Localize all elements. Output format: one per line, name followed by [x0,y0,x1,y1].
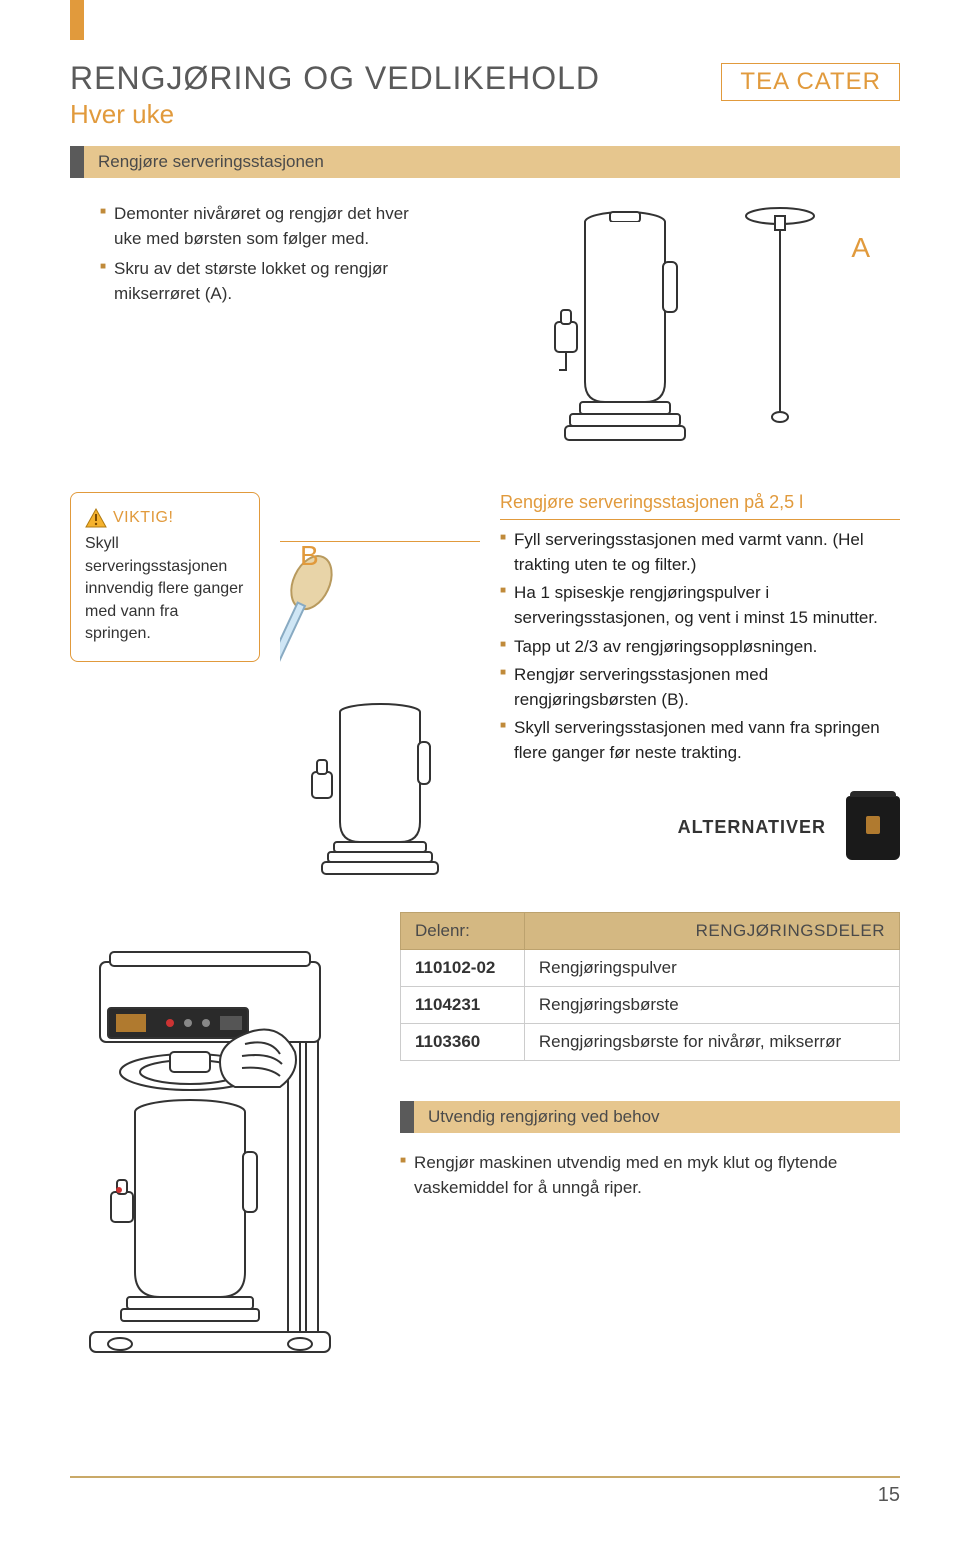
part-desc: Rengjøringspulver [524,950,899,987]
bullet-text: Skru av det største lokket og rengjør mi… [114,257,440,306]
table-header-desc: RENGJØRINGSDELER [524,913,899,950]
alternatives-label: ALTERNATIVER [678,817,826,838]
cleaning-powder-icon [846,796,900,860]
section-3-title: Utvendig rengjøring ved behov [414,1101,900,1133]
bullet-text: Tapp ut 2/3 av rengjøringsoppløsningen. [514,635,817,660]
bullet-text: Rengjør serveringsstasjonen med rengjøri… [514,663,900,712]
part-number: 110102-02 [401,950,525,987]
brush-dispenser-figure [280,552,480,882]
section-1-bullets: ■Demonter nivårøret og rengjør det hver … [70,202,440,313]
page-number: 15 [70,1484,900,1507]
table-row: 1104231 Rengjøringsbørste [401,987,900,1024]
top-accent-tab [70,0,84,40]
section-bar-3: Utvendig rengjøring ved behov [400,1101,900,1133]
section-1-title: Rengjøre serveringsstasjonen [84,146,900,178]
section-bar-1: Rengjøre serveringsstasjonen [70,146,900,178]
part-desc: Rengjøringsbørste [524,987,899,1024]
important-callout: VIKTIG! Skyll serveringsstasjonen innven… [70,492,260,662]
bullet-text: Skyll serveringsstasjonen med vann fra s… [514,716,900,765]
table-header-partno: Delenr: [401,913,525,950]
bullet-text: Ha 1 spiseskje rengjøringspulver i serve… [514,581,900,630]
table-row: 1103360 Rengjøringsbørste for nivårør, m… [401,1024,900,1061]
parts-table: Delenr: RENGJØRINGSDELER 110102-02 Rengj… [400,912,900,1061]
page-title: RENGJØRING OG VEDLIKEHOLD [70,60,600,97]
footer-rule [70,1476,900,1478]
bullet-text: Rengjør maskinen utvendig med en myk klu… [414,1151,900,1200]
important-body: Skyll serveringsstasjonen innvendig fler… [85,533,245,645]
bullet-text: Fyll serveringsstasjonen med varmt vann.… [514,528,900,577]
coffee-machine-figure [70,912,370,1362]
part-number: 1104231 [401,987,525,1024]
page-subtitle: Hver uke [70,99,600,130]
part-number: 1103360 [401,1024,525,1061]
important-heading: VIKTIG! [113,507,173,529]
part-desc: Rengjøringsbørste for nivårør, mikserrør [524,1024,899,1061]
warning-icon [85,508,107,528]
table-row: 110102-02 Rengjøringspulver [401,950,900,987]
dispenser-figure [545,202,705,452]
product-label: TEA CATER [721,63,900,101]
figure-label-b: B [300,540,319,572]
mixer-rod-figure [735,202,825,432]
bullet-text: Demonter nivårøret og rengjør det hver u… [114,202,440,251]
section-2-bullets: ■Fyll serveringsstasjonen med varmt vann… [500,528,900,766]
section-3-bullets: ■Rengjør maskinen utvendig med en myk kl… [400,1151,900,1200]
section-2-title: Rengjøre serveringsstasjonen på 2,5 l [500,492,900,513]
figure-label-a: A [851,232,870,264]
